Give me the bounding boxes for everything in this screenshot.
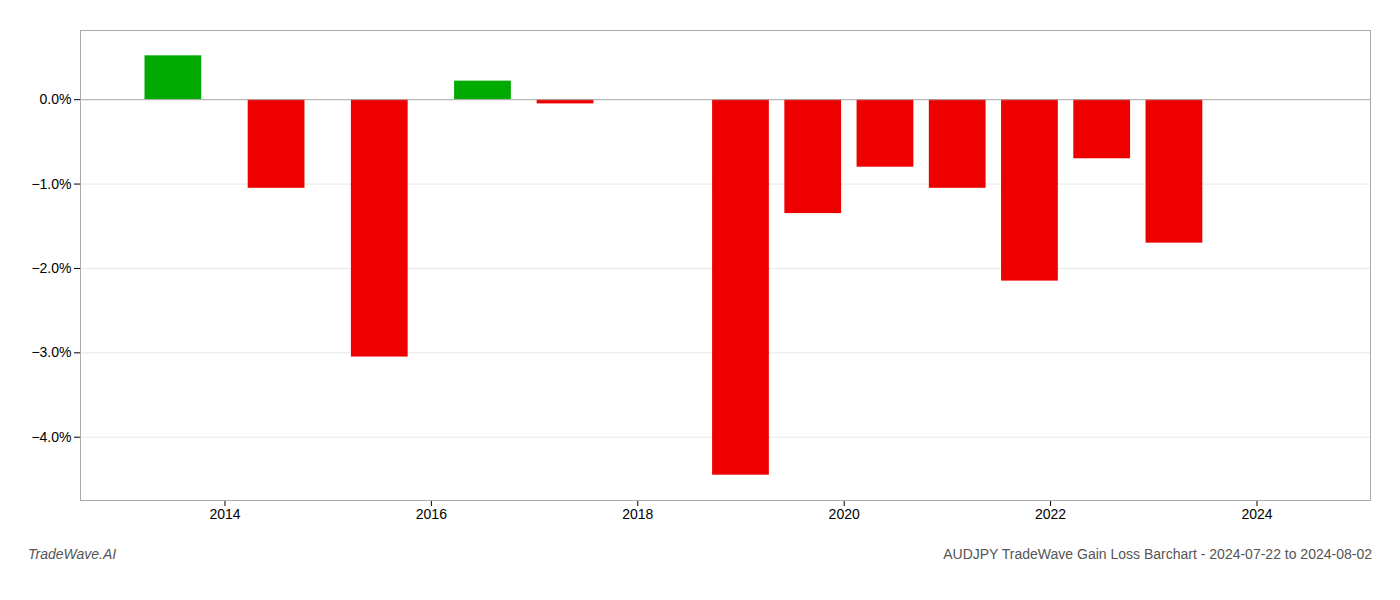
svg-text:2014: 2014 [209,506,240,522]
svg-text:0.0%: 0.0% [40,91,72,107]
svg-text:2018: 2018 [622,506,653,522]
svg-text:−2.0%: −2.0% [31,260,71,276]
svg-text:2024: 2024 [1241,506,1272,522]
svg-text:2016: 2016 [416,506,447,522]
svg-text:−3.0%: −3.0% [31,344,71,360]
svg-text:2022: 2022 [1035,506,1066,522]
svg-text:−1.0%: −1.0% [31,176,71,192]
html-text:TradeWave.AI: TradeWave.AI [28,546,117,562]
svg-text:−4.0%: −4.0% [31,429,71,445]
svg-text:2020: 2020 [829,506,860,522]
html-text:AUDJPY TradeWave Gain Loss Bar: AUDJPY TradeWave Gain Loss Barchart - 20… [943,546,1372,562]
